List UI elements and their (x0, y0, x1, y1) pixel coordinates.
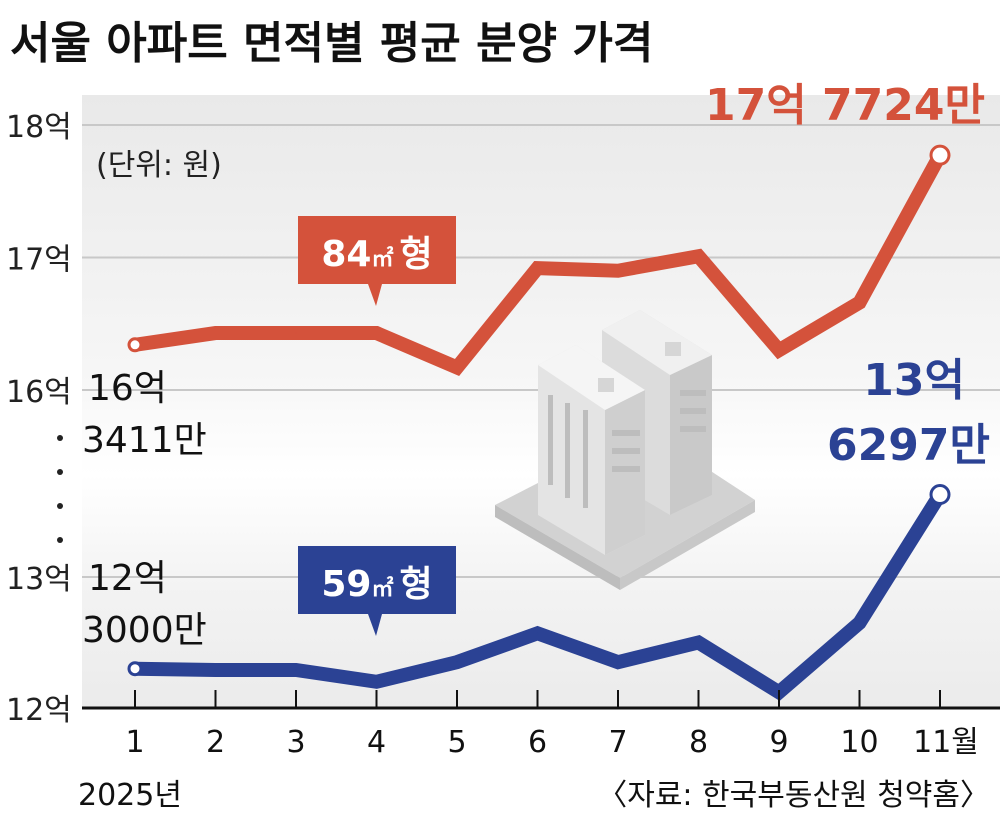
axis-break-dots (57, 435, 63, 543)
y-tick-label: 13억 (6, 562, 72, 597)
data-point (456, 366, 458, 369)
data-point (858, 301, 861, 304)
x-tick-label: 10 (840, 725, 878, 760)
end-label-84: 17억 7724만 (705, 80, 985, 131)
data-point (929, 144, 951, 166)
x-tick-label: 1 (125, 725, 144, 760)
legend-84-suffix: 형 (400, 234, 433, 275)
legend-59-size: 59 (321, 564, 371, 605)
x-tick-label: 9 (769, 725, 788, 760)
start-label-59-line2: 3000만 (82, 610, 207, 651)
x-tick-label: 11월 (913, 725, 979, 760)
data-point (214, 332, 217, 335)
legend-callout-59: 59㎡ 형 (298, 546, 456, 636)
start-label-84-line1: 16억 (88, 368, 167, 409)
y-tick-label: 12억 (6, 693, 72, 728)
legend-59-suffix: 형 (400, 564, 433, 605)
x-tick-label: 6 (528, 725, 547, 760)
x-tick-label: 2 (206, 725, 225, 760)
data-point (456, 661, 458, 664)
data-point (127, 661, 143, 677)
x-tick-label: 4 (367, 725, 386, 760)
legend-84-size: 84 (321, 234, 371, 275)
source-note: 〈자료: 한국부동산원 청약홈〉 (597, 778, 990, 813)
data-point (929, 484, 951, 506)
legend-callout-84: 84㎡ 형 (298, 216, 456, 306)
x-tick-label: 8 (689, 725, 708, 760)
legend-84-unit: ㎡ (371, 246, 393, 272)
data-point (697, 641, 700, 644)
y-tick-label: 18억 (6, 110, 72, 145)
data-point (697, 255, 700, 258)
y-tick-label: 17억 (6, 243, 72, 278)
chart-title: 서울 아파트 면적별 평균 분양 가격 (10, 18, 653, 69)
legend-59-unit: ㎡ (371, 576, 393, 602)
data-point (295, 332, 297, 335)
start-label-84-line2: 3411만 (82, 420, 207, 461)
data-point (778, 349, 780, 352)
unit-note: (단위: 원) (96, 148, 222, 183)
y-tick-label: 16억 (6, 375, 72, 410)
year-label: 2025년 (78, 778, 182, 813)
data-point (617, 269, 619, 272)
data-point (617, 661, 619, 664)
x-tick-label: 7 (608, 725, 627, 760)
data-point (295, 669, 297, 672)
data-point (214, 669, 217, 672)
apartment-building-illustration (495, 310, 755, 590)
x-tick-label: 3 (286, 725, 305, 760)
x-tick-label: 5 (447, 725, 466, 760)
data-point (536, 267, 539, 270)
end-label-59-line2: 6297만 (827, 420, 990, 471)
start-label-59-line1: 12억 (88, 558, 167, 599)
end-label-59-line1: 13억 (863, 355, 965, 406)
data-point (858, 621, 861, 624)
data-point (127, 337, 143, 353)
data-point (375, 680, 378, 683)
data-point (536, 632, 539, 635)
data-point (375, 332, 378, 335)
